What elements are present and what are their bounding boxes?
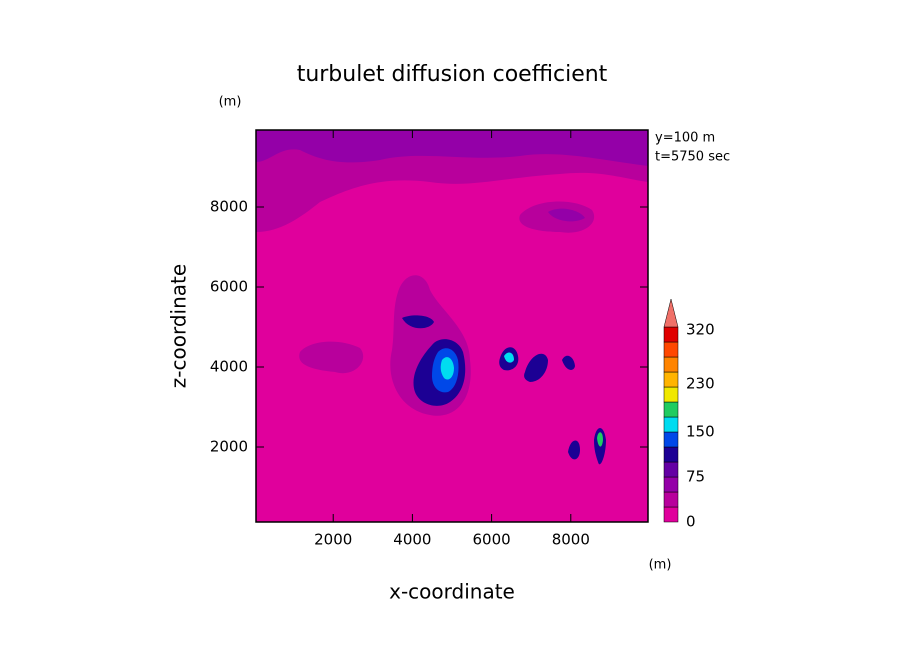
colorbar-box	[663, 401, 679, 418]
contour-field	[256, 130, 648, 522]
colorbar-tick-label: 230	[686, 375, 715, 393]
colorbar-box	[663, 371, 679, 388]
colorbar-tick-label: 75	[686, 468, 705, 486]
y-tick-label: 6000	[210, 278, 248, 296]
colorbar-box	[663, 416, 679, 433]
colorbar-box	[663, 326, 679, 343]
y-tick-label: 4000	[210, 358, 248, 376]
colorbar-tick-label: 150	[686, 423, 715, 441]
colorbar-box	[663, 461, 679, 478]
x-tick-label: 4000	[393, 531, 431, 549]
chart-title: turbulet diffusion coefficient	[297, 62, 608, 87]
annotation: t=5750 sec	[655, 150, 730, 165]
y-unit: (m)	[219, 95, 242, 110]
x-tick-label: 6000	[473, 531, 511, 549]
colorbar-tick-label: 320	[686, 321, 715, 339]
annotation: y=100 m	[655, 131, 715, 146]
colorbar-box	[663, 431, 679, 448]
x-axis-label: x-coordinate	[389, 580, 515, 604]
colorbar-extend	[663, 298, 679, 328]
x-unit: (m)	[649, 558, 672, 573]
colorbar-box	[663, 476, 679, 493]
y-axis-label: z-coordinate	[167, 264, 191, 388]
colorbar-box	[663, 491, 679, 508]
y-tick-label: 2000	[210, 438, 248, 456]
colorbar-box	[663, 506, 679, 523]
x-tick-label: 2000	[314, 531, 352, 549]
colorbar-box	[663, 446, 679, 463]
plot-frame	[255, 129, 649, 523]
colorbar-box	[663, 356, 679, 373]
y-tick-label: 8000	[210, 198, 248, 216]
x-tick-label: 8000	[552, 531, 590, 549]
colorbar-box	[663, 341, 679, 358]
colorbar-box	[663, 386, 679, 403]
colorbar-tick-label: 0	[686, 513, 696, 531]
